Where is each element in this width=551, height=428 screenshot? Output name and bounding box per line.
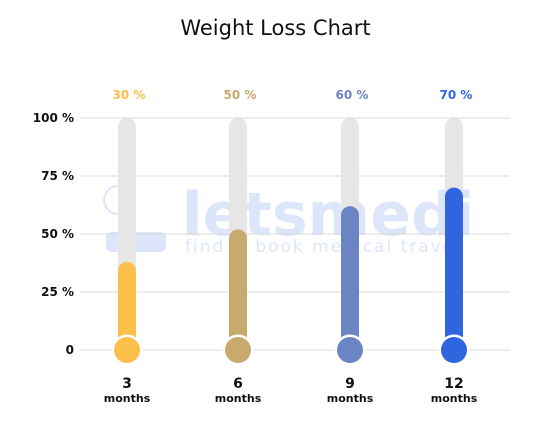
x-tick-sublabel: months [104,392,151,405]
x-tick-sublabel: months [431,392,478,405]
x-tick-label: 6 [233,376,243,392]
y-tick-label: 25 % [41,285,74,299]
chart-title: Weight Loss Chart [180,16,371,40]
bar [118,261,136,350]
y-tick-label: 100 % [33,111,74,125]
x-tick-label: 3 [122,376,132,392]
x-tick-label: 12 [444,376,463,392]
bar-bulb [114,337,140,363]
bar [445,187,463,350]
data-label: 70 % [440,88,473,102]
bar [341,206,359,350]
watermark-tagline: find & book medical travel [185,237,462,257]
data-label: 60 % [336,88,369,102]
y-tick-label: 50 % [41,227,74,241]
data-label: 50 % [224,88,257,102]
data-label: 30 % [113,88,146,102]
bar [229,229,247,350]
y-tick-label: 75 % [41,169,74,183]
x-tick-sublabel: months [215,392,262,405]
x-tick-label: 9 [345,376,355,392]
y-tick-label: 0 [66,343,74,357]
bar-bulb [225,337,251,363]
bar-bulb [441,337,467,363]
x-tick-sublabel: months [327,392,374,405]
bar-bulb [337,337,363,363]
watermark-logo: letsmedi find & book medical travel [103,180,474,257]
